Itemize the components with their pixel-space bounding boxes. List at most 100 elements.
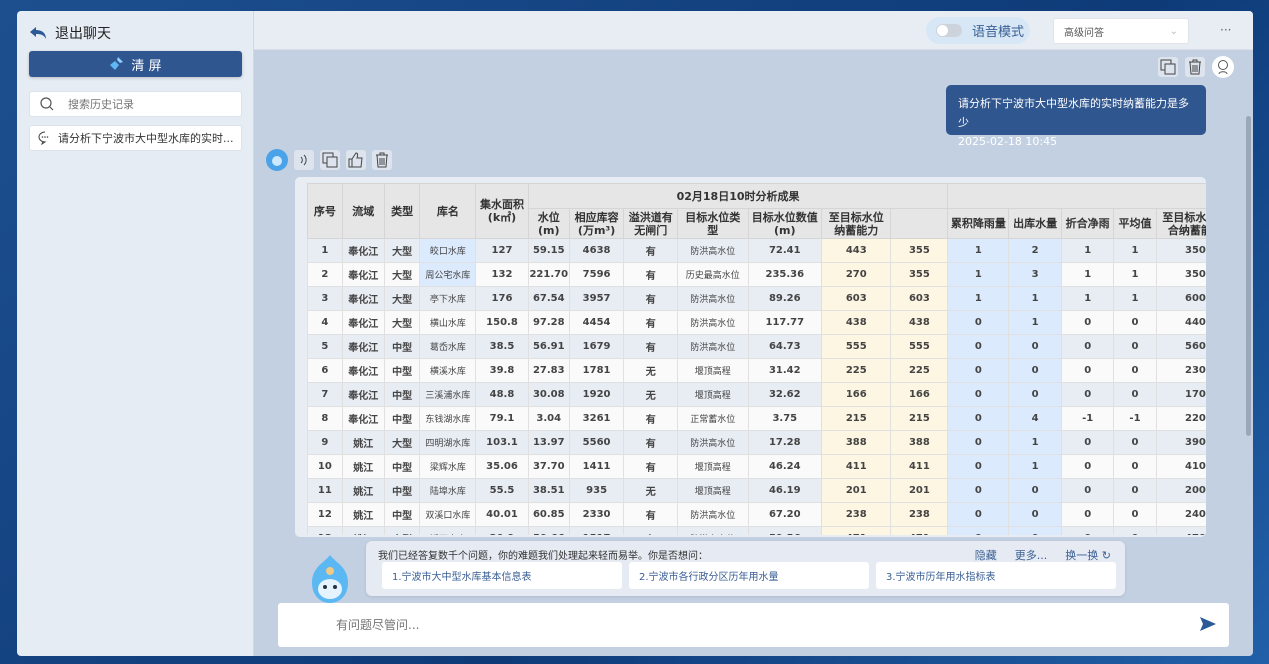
table-cell: 东钱湖水库 <box>419 406 477 431</box>
table-cell: 防洪高水位 <box>677 502 749 527</box>
table-cell: 270 <box>821 262 892 287</box>
refresh-suggestions-button[interactable]: 换一换 ↻ <box>1065 547 1111 563</box>
column-header: 相应库容(万m³) <box>568 208 625 239</box>
history-search[interactable] <box>29 91 242 117</box>
table-cell: 皎口水库 <box>419 238 477 263</box>
table-cell: 0 <box>947 382 1010 407</box>
hide-suggestions-button[interactable]: 隐藏 <box>974 549 997 562</box>
trash-icon <box>376 152 388 168</box>
table-cell: 姚江 <box>341 454 385 479</box>
history-item[interactable]: 请分析下宁波市大中型水库的实时... <box>29 125 242 151</box>
table-cell: 410 <box>1155 454 1206 479</box>
table-cell: 中型 <box>383 478 421 503</box>
more-suggestions-button[interactable]: 更多... <box>1014 549 1048 562</box>
table-cell: 有 <box>623 334 679 359</box>
table-cell: 0 <box>1008 502 1062 527</box>
table-cell: 1 <box>947 238 1010 263</box>
suggestion-item[interactable]: 3.宁波市历年用水指标表 <box>876 562 1116 589</box>
table-row: 12 姚江 中型 双溪口水库 40.01 60.85 2330 有防洪高水位 67.20 238 2… <box>307 502 1206 527</box>
table-cell: 4638 <box>568 238 625 263</box>
column-header: 类型 <box>383 183 421 239</box>
group-header: 02月18日10时分析成果 <box>527 183 949 209</box>
suggestion-item[interactable]: 2.宁波市各行政分区历年用水量 <box>629 562 869 589</box>
table-cell: 59.56 <box>747 526 823 535</box>
exit-chat-button[interactable]: 退出聊天 <box>29 23 111 43</box>
table-cell: 67.54 <box>527 286 570 311</box>
column-header: 水位(m) <box>527 208 570 239</box>
table-cell: 0 <box>1008 478 1062 503</box>
question-input[interactable] <box>336 618 1136 632</box>
table-cell: 55.5 <box>475 478 529 503</box>
table-cell: 有 <box>623 526 679 535</box>
table-cell: 0 <box>1113 382 1157 407</box>
table-cell: 3.75 <box>747 406 823 431</box>
table-cell: 221.70 <box>527 262 570 287</box>
scrollbar[interactable] <box>1246 116 1251 436</box>
table-cell: 0 <box>1008 334 1062 359</box>
table-cell: 1 <box>1008 310 1062 335</box>
table-cell: 603 <box>821 286 892 311</box>
table-cell: 7596 <box>568 262 625 287</box>
table-cell: 7 <box>307 382 343 407</box>
table-cell: 亭下水库 <box>419 286 477 311</box>
table-cell: 双溪口水库 <box>419 502 477 527</box>
table-cell: 3261 <box>568 406 625 431</box>
table-cell: 1 <box>947 262 1010 287</box>
sound-icon <box>300 154 307 166</box>
mode-select-value: 高级问答 <box>1064 27 1104 39</box>
table-cell: 无 <box>623 478 679 503</box>
table-cell: 0 <box>947 454 1010 479</box>
table-cell: 48.8 <box>475 382 529 407</box>
table-cell: 3 <box>307 286 343 311</box>
clear-screen-button[interactable]: 清 屏 <box>29 51 242 77</box>
table-cell: 238 <box>821 502 892 527</box>
send-icon[interactable] <box>1199 615 1217 633</box>
table-cell: 中型 <box>383 358 421 383</box>
read-aloud-button[interactable] <box>294 150 314 170</box>
table-cell: 无 <box>623 358 679 383</box>
mode-select[interactable]: 高级问答 ⌄ <box>1053 18 1189 44</box>
table-cell: 470 <box>1155 526 1206 535</box>
table-cell: 三溪浦水库 <box>419 382 477 407</box>
toggle-switch[interactable] <box>936 24 962 37</box>
table-cell: 0 <box>1060 334 1115 359</box>
table-cell: 有 <box>623 430 679 455</box>
refresh-icon: ↻ <box>1101 549 1111 562</box>
table-cell: 240 <box>1155 502 1206 527</box>
table-cell: 388 <box>890 430 949 455</box>
column-header: 出库水量 <box>1008 208 1062 239</box>
table-cell: 奉化江 <box>341 334 385 359</box>
column-header: 库名 <box>419 183 477 239</box>
table-cell: 17.28 <box>747 430 823 455</box>
table-cell: 9 <box>307 430 343 455</box>
voice-mode-label: 语音模式 <box>972 25 1025 40</box>
history-search-input[interactable] <box>68 97 218 111</box>
voice-mode-toggle[interactable]: 语音模式 <box>926 17 1030 44</box>
copy-answer-button[interactable] <box>320 150 340 170</box>
table-cell: 0 <box>1113 502 1157 527</box>
user-message-text: 请分析下宁波市大中型水库的实时纳蓄能力是多少 <box>958 97 1189 129</box>
table-cell: 堰顶高程 <box>677 358 749 383</box>
suggestion-item[interactable]: 1.宁波市大中型水库基本信息表 <box>382 562 622 589</box>
table-cell: 0 <box>1008 358 1062 383</box>
copy-button[interactable] <box>1158 57 1178 77</box>
chat-header: 语音模式 高级问答 ⌄ ··· <box>254 11 1253 50</box>
more-menu-button[interactable]: ··· <box>1220 23 1232 37</box>
question-input-box[interactable] <box>278 603 1229 647</box>
table-cell: 0 <box>1060 358 1115 383</box>
table-cell: 奉化江 <box>341 238 385 263</box>
like-button[interactable] <box>346 150 366 170</box>
table-cell: 有 <box>623 406 679 431</box>
clear-screen-label: 清 屏 <box>131 58 162 74</box>
suggestion-tip: 我们已经答复数千个问题，你的难题我们处理起来轻而易举。你是否想问： <box>378 551 708 562</box>
table-cell: 560 <box>1155 334 1206 359</box>
table-row: 1 奉化江 大型 皎口水库 127 59.15 4638 有防洪高水位 72.41 443 355 1… <box>307 238 1206 263</box>
table-cell: 12 <box>307 502 343 527</box>
delete-answer-button[interactable] <box>372 150 392 170</box>
refresh-label: 换一换 <box>1065 549 1099 562</box>
table-cell: 堰顶高程 <box>677 454 749 479</box>
delete-button[interactable] <box>1185 57 1205 77</box>
table-cell: 无 <box>623 382 679 407</box>
table-cell: 中型 <box>383 454 421 479</box>
table-cell: 471 <box>890 526 949 535</box>
